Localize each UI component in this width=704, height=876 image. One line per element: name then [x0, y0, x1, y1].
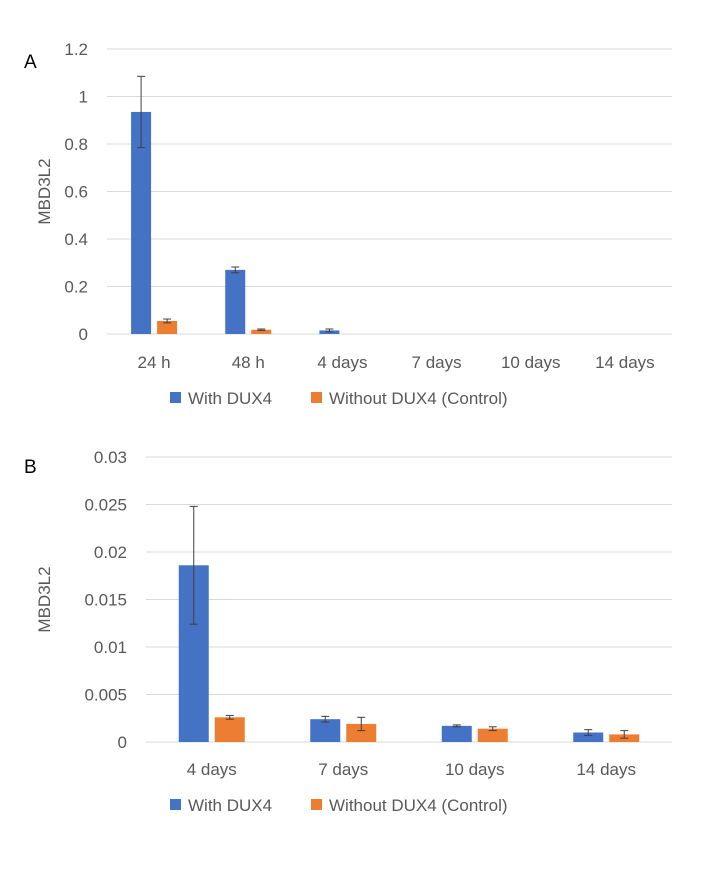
y-tick-label: 0.03	[94, 448, 127, 467]
x-tick-label: 14 days	[576, 760, 636, 779]
y-tick-label: 0.005	[84, 686, 127, 705]
y-tick-label: 0.02	[94, 543, 127, 562]
y-tick-label: 0.2	[64, 278, 88, 297]
panel-b: B 0 0.005 0.01 0.015 0.02 0.025 0.03 MBD3L2 4 day…	[24, 448, 672, 815]
y-axis-title: MBD3L2	[35, 158, 54, 224]
y-tick-label: 0.8	[64, 135, 88, 154]
legend-swatch	[311, 392, 322, 403]
y-tick-label: 1	[79, 88, 88, 107]
bar	[251, 329, 272, 334]
x-tick-label: 10 days	[445, 760, 505, 779]
bar	[225, 269, 246, 334]
y-axis-title: MBD3L2	[35, 566, 54, 632]
y-tick-label: 0.025	[84, 496, 127, 515]
legend-swatch	[170, 392, 181, 403]
x-tick-label: 14 days	[595, 353, 655, 372]
bar	[131, 111, 152, 334]
x-tick-label: 4 days	[187, 760, 237, 779]
x-tick-label: 7 days	[412, 353, 462, 372]
y-tick-label: 0	[79, 325, 88, 344]
bar	[310, 719, 341, 742]
bar	[214, 717, 245, 742]
bar	[477, 728, 508, 742]
x-tick-label: 4 days	[317, 353, 367, 372]
x-tick-label: 7 days	[318, 760, 368, 779]
legend-label: Without DUX4 (Control)	[329, 796, 508, 815]
legend-label: Without DUX4 (Control)	[329, 389, 508, 408]
panel-letter: A	[24, 52, 37, 73]
y-tick-label: 0.015	[84, 591, 127, 610]
y-tick-label: 0.01	[94, 638, 127, 657]
y-tick-label: 0	[118, 733, 127, 752]
y-tick-label: 0.6	[64, 183, 88, 202]
legend-swatch	[170, 799, 181, 810]
panel-letter: B	[24, 457, 37, 478]
panel-a: A 0 0.2 0.4 0.6 0.8 1 1.2 MBD3L2 24 h 48 h 4 days 7 …	[24, 40, 672, 408]
legend-label: With DUX4	[188, 389, 272, 408]
bar	[157, 320, 178, 334]
y-tick-label: 0.4	[64, 230, 88, 249]
x-tick-label: 10 days	[501, 353, 561, 372]
bar	[346, 723, 377, 742]
bar	[573, 732, 604, 742]
legend-label: With DUX4	[188, 796, 272, 815]
x-tick-label: 48 h	[232, 353, 265, 372]
x-tick-label: 24 h	[138, 353, 171, 372]
bar	[441, 725, 472, 742]
legend-swatch	[311, 799, 322, 810]
y-tick-label: 1.2	[64, 40, 88, 59]
